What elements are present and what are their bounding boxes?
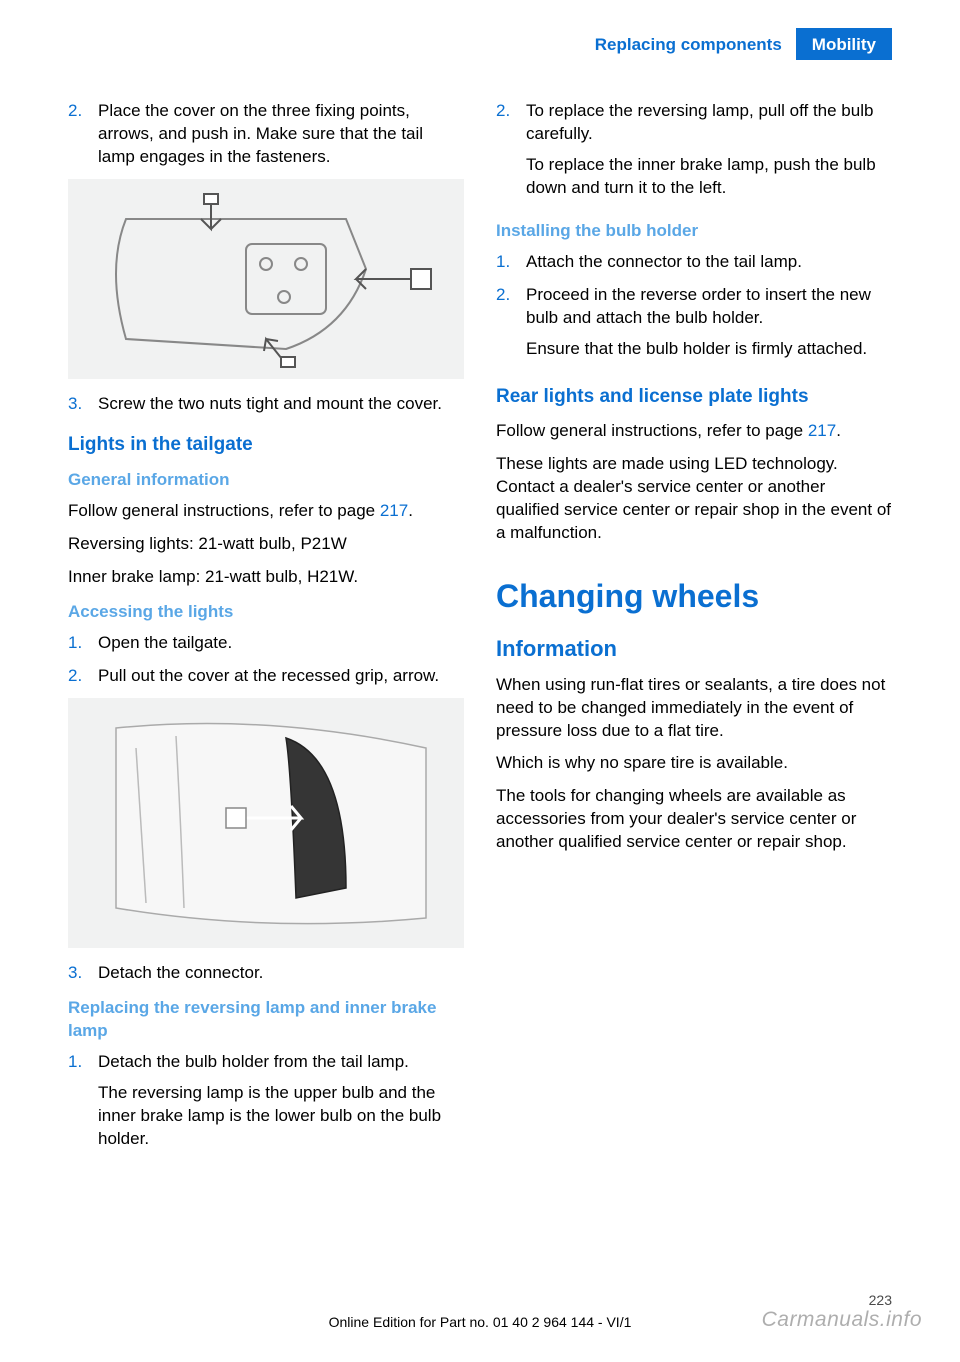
heading-changing-wheels: Changing wheels xyxy=(496,575,892,618)
list-number: 3. xyxy=(68,962,98,985)
page-ref-link[interactable]: 217 xyxy=(808,421,836,440)
list-body: Proceed in the reverse order to insert t… xyxy=(526,284,892,369)
list-text: Ensure that the bulb holder is firmly at… xyxy=(526,338,892,361)
heading-accessing-lights: Accessing the lights xyxy=(68,601,464,624)
heading-information: Information xyxy=(496,634,892,664)
list-body: To replace the reversing lamp, pull off … xyxy=(526,100,892,208)
header-section-left: Replacing components xyxy=(595,28,796,60)
list-item: 1. Detach the bulb holder from the tail … xyxy=(68,1051,464,1159)
page-header: Replacing components Mobility xyxy=(595,28,892,60)
reversing-lights-spec: Reversing lights: 21-watt bulb, P21W xyxy=(68,533,464,556)
list-number: 1. xyxy=(496,251,526,274)
list-item: 2. Pull out the cover at the recessed gr… xyxy=(68,665,464,688)
text-prefix: Follow general instructions, refer to pa… xyxy=(68,501,380,520)
list-number: 2. xyxy=(496,100,526,208)
rear-lights-paragraph: These lights are made using LED technolo… xyxy=(496,453,892,545)
list-item: 2. Place the cover on the three fixing p… xyxy=(68,100,464,169)
figure-tail-lamp-fixing xyxy=(68,179,464,379)
list-text: To replace the reversing lamp, pull off … xyxy=(526,100,892,146)
text-prefix: Follow general instructions, refer to pa… xyxy=(496,421,808,440)
page-number: 223 xyxy=(869,1291,892,1310)
list-body: Detach the bulb holder from the tail lam… xyxy=(98,1051,464,1159)
list-item: 2. Proceed in the reverse order to inser… xyxy=(496,284,892,369)
list-number: 2. xyxy=(68,665,98,688)
list-text: The reversing lamp is the upper bulb and… xyxy=(98,1082,464,1151)
list-item: 2. To replace the reversing lamp, pull o… xyxy=(496,100,892,208)
footer-line: Online Edition for Part no. 01 40 2 964 … xyxy=(68,1313,892,1332)
list-number: 1. xyxy=(68,1051,98,1159)
list-text: Attach the connector to the tail lamp. xyxy=(526,251,892,274)
page-body: 2. Place the cover on the three fixing p… xyxy=(68,100,892,1282)
list-item: 3. Detach the connector. xyxy=(68,962,464,985)
heading-rear-lights: Rear lights and license plate lights xyxy=(496,384,892,410)
list-text: Open the tailgate. xyxy=(98,632,464,655)
general-info-line: Follow general instructions, refer to pa… xyxy=(68,500,464,523)
rear-lights-ref-line: Follow general instructions, refer to pa… xyxy=(496,420,892,443)
list-text: To replace the inner brake lamp, push th… xyxy=(526,154,892,200)
text-suffix: . xyxy=(836,421,841,440)
tail-lamp-fixing-icon xyxy=(86,189,446,369)
inner-brake-lamp-spec: Inner brake lamp: 21-watt bulb, H21W. xyxy=(68,566,464,589)
header-section-right: Mobility xyxy=(796,28,892,60)
list-number: 1. xyxy=(68,632,98,655)
list-number: 2. xyxy=(68,100,98,169)
list-number: 3. xyxy=(68,393,98,416)
list-number: 2. xyxy=(496,284,526,369)
watermark-text: Carmanuals.info xyxy=(762,1306,922,1334)
info-paragraph: When using run-flat tires or sealants, a… xyxy=(496,674,892,743)
heading-replacing-lamp: Replacing the reversing lamp and inner b… xyxy=(68,997,464,1043)
heading-general-information: General information xyxy=(68,469,464,492)
right-column: 2. To replace the reversing lamp, pull o… xyxy=(496,100,892,1282)
list-text: Pull out the cover at the recessed grip,… xyxy=(98,665,464,688)
list-text: Screw the two nuts tight and mount the c… xyxy=(98,393,464,416)
list-text: Place the cover on the three fixing poin… xyxy=(98,100,464,169)
footer-edition-text: Online Edition for Part no. 01 40 2 964 … xyxy=(329,1314,632,1330)
heading-installing-bulb-holder: Installing the bulb holder xyxy=(496,220,892,243)
list-text: Detach the bulb holder from the tail lam… xyxy=(98,1051,464,1074)
list-text: Detach the connector. xyxy=(98,962,464,985)
page-ref-link[interactable]: 217 xyxy=(380,501,408,520)
figure-tailgate-cover xyxy=(68,698,464,948)
list-text: Proceed in the reverse order to insert t… xyxy=(526,284,892,330)
tailgate-cover-icon xyxy=(86,708,446,938)
text-suffix: . xyxy=(408,501,413,520)
info-paragraph: Which is why no spare tire is available. xyxy=(496,752,892,775)
list-item: 1. Attach the connector to the tail lamp… xyxy=(496,251,892,274)
left-column: 2. Place the cover on the three fixing p… xyxy=(68,100,464,1282)
list-item: 1. Open the tailgate. xyxy=(68,632,464,655)
info-paragraph: The tools for changing wheels are availa… xyxy=(496,785,892,854)
list-item: 3. Screw the two nuts tight and mount th… xyxy=(68,393,464,416)
heading-lights-in-tailgate: Lights in the tailgate xyxy=(68,432,464,458)
